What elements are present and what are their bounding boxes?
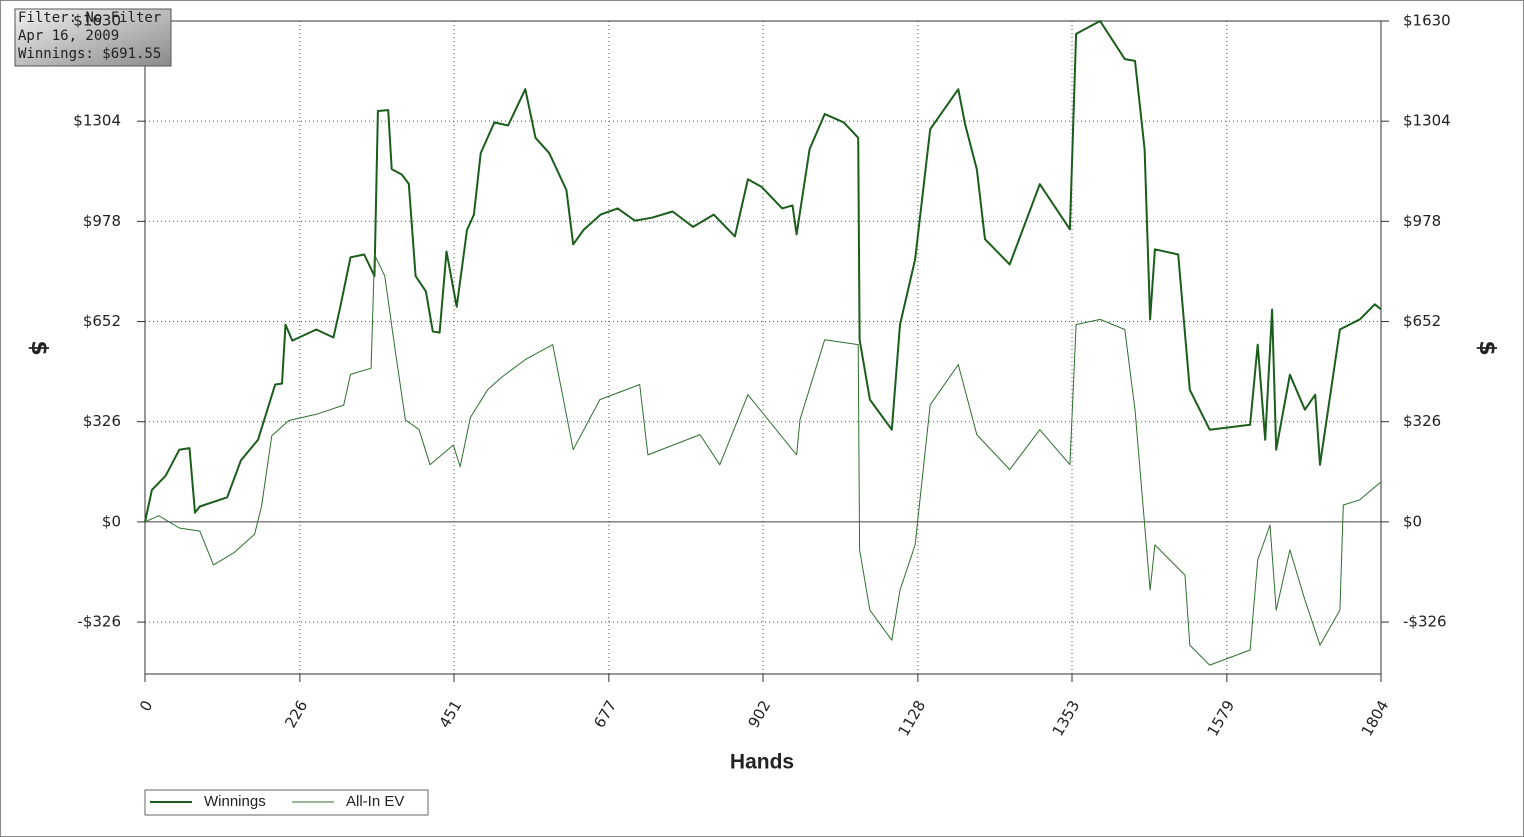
info-background <box>14 8 172 67</box>
y-tick-label: $1630 <box>73 12 121 30</box>
info-line: Filter: No Filter <box>18 10 161 26</box>
y2-tick-label: $652 <box>1403 312 1441 330</box>
info-line: Winnings: $691.55 <box>18 46 161 62</box>
legend-label: All-In EV <box>346 793 404 810</box>
info-line: Apr 16, 2009 <box>18 28 119 44</box>
y2-tick-label: $1630 <box>1403 12 1451 30</box>
x-axis-title: Hands <box>730 751 794 774</box>
y-tick-label: -$326 <box>77 613 121 631</box>
legend-label: Winnings <box>204 793 266 810</box>
y-tick-label: $1304 <box>73 112 121 130</box>
y-tick-label: $326 <box>83 412 121 430</box>
y2-tick-label: -$326 <box>1403 613 1447 631</box>
info-box: Filter: No Filter Apr 16, 2009 Winnings: $… <box>14 8 172 67</box>
y2-tick-label: $326 <box>1403 412 1441 430</box>
y2-tick-label: $978 <box>1403 212 1441 230</box>
y-tick-label: $978 <box>83 212 121 230</box>
legend: Winnings All-In EV <box>144 789 429 816</box>
plot-area <box>144 20 1382 675</box>
y-tick-label: $652 <box>83 312 121 330</box>
series-line <box>144 20 1382 523</box>
y-tick-label: $0 <box>102 512 121 530</box>
series-line <box>144 254 1382 666</box>
y2-axis-title: $ <box>1474 340 1499 355</box>
y2-tick-label: $0 <box>1403 512 1422 530</box>
y-axis-title: $ <box>26 340 51 355</box>
legend-box <box>144 789 429 816</box>
lines <box>144 20 1382 666</box>
y2-tick-label: $1304 <box>1403 112 1451 130</box>
grid <box>137 20 1389 682</box>
